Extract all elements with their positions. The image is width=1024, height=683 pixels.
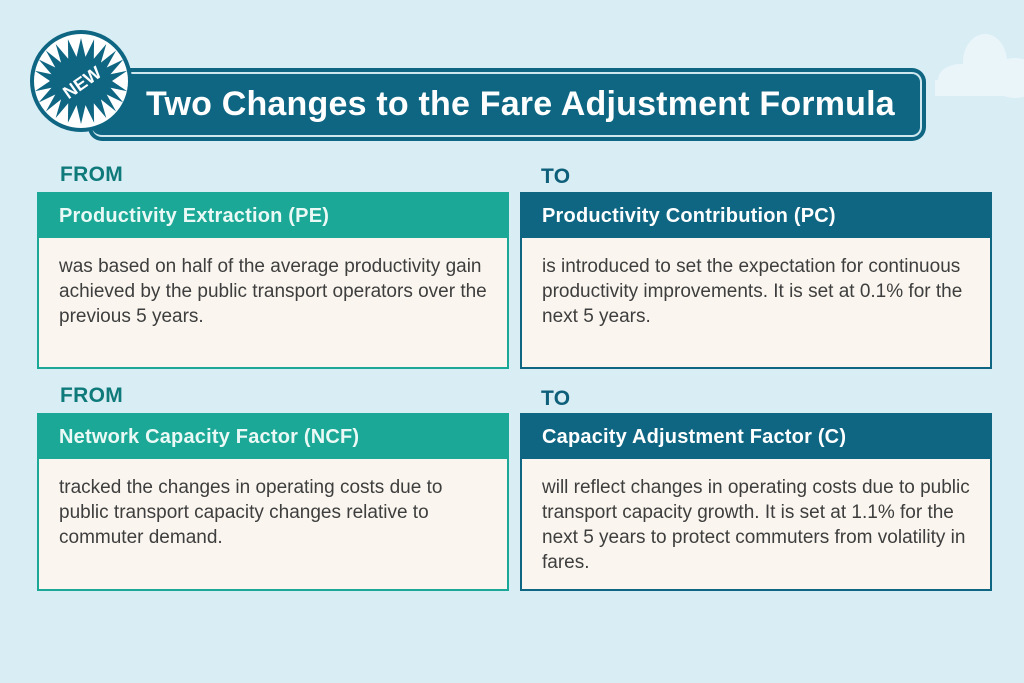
title-banner-border — [92, 72, 922, 137]
from-card-productivity-extraction: Productivity Extraction (PE) was based o… — [37, 192, 509, 369]
card-description: is introduced to set the expectation for… — [542, 256, 963, 327]
card-description: tracked the changes in operating costs d… — [59, 477, 443, 548]
to-label: TO — [541, 165, 571, 188]
card-title: Capacity Adjustment Factor (C) — [522, 415, 990, 459]
from-label: FROM — [60, 163, 124, 186]
card-title: Network Capacity Factor (NCF) — [39, 415, 507, 459]
from-label: FROM — [60, 384, 124, 407]
card-title: Productivity Contribution (PC) — [522, 194, 990, 238]
to-label: TO — [541, 387, 571, 410]
cloud-decoration — [935, 34, 1024, 98]
from-card-network-capacity-factor: Network Capacity Factor (NCF) tracked th… — [37, 413, 509, 591]
page-title: Two Changes to the Fare Adjustment Formu… — [146, 85, 895, 123]
card-title: Productivity Extraction (PE) — [39, 194, 507, 238]
to-card-capacity-adjustment-factor: Capacity Adjustment Factor (C) will refl… — [520, 413, 992, 591]
new-badge-icon: NEW — [30, 30, 132, 132]
card-description: was based on half of the average product… — [59, 256, 487, 327]
title-banner: Two Changes to the Fare Adjustment Formu… — [88, 68, 926, 141]
to-card-productivity-contribution: Productivity Contribution (PC) is introd… — [520, 192, 992, 369]
card-description: will reflect changes in operating costs … — [542, 477, 970, 573]
